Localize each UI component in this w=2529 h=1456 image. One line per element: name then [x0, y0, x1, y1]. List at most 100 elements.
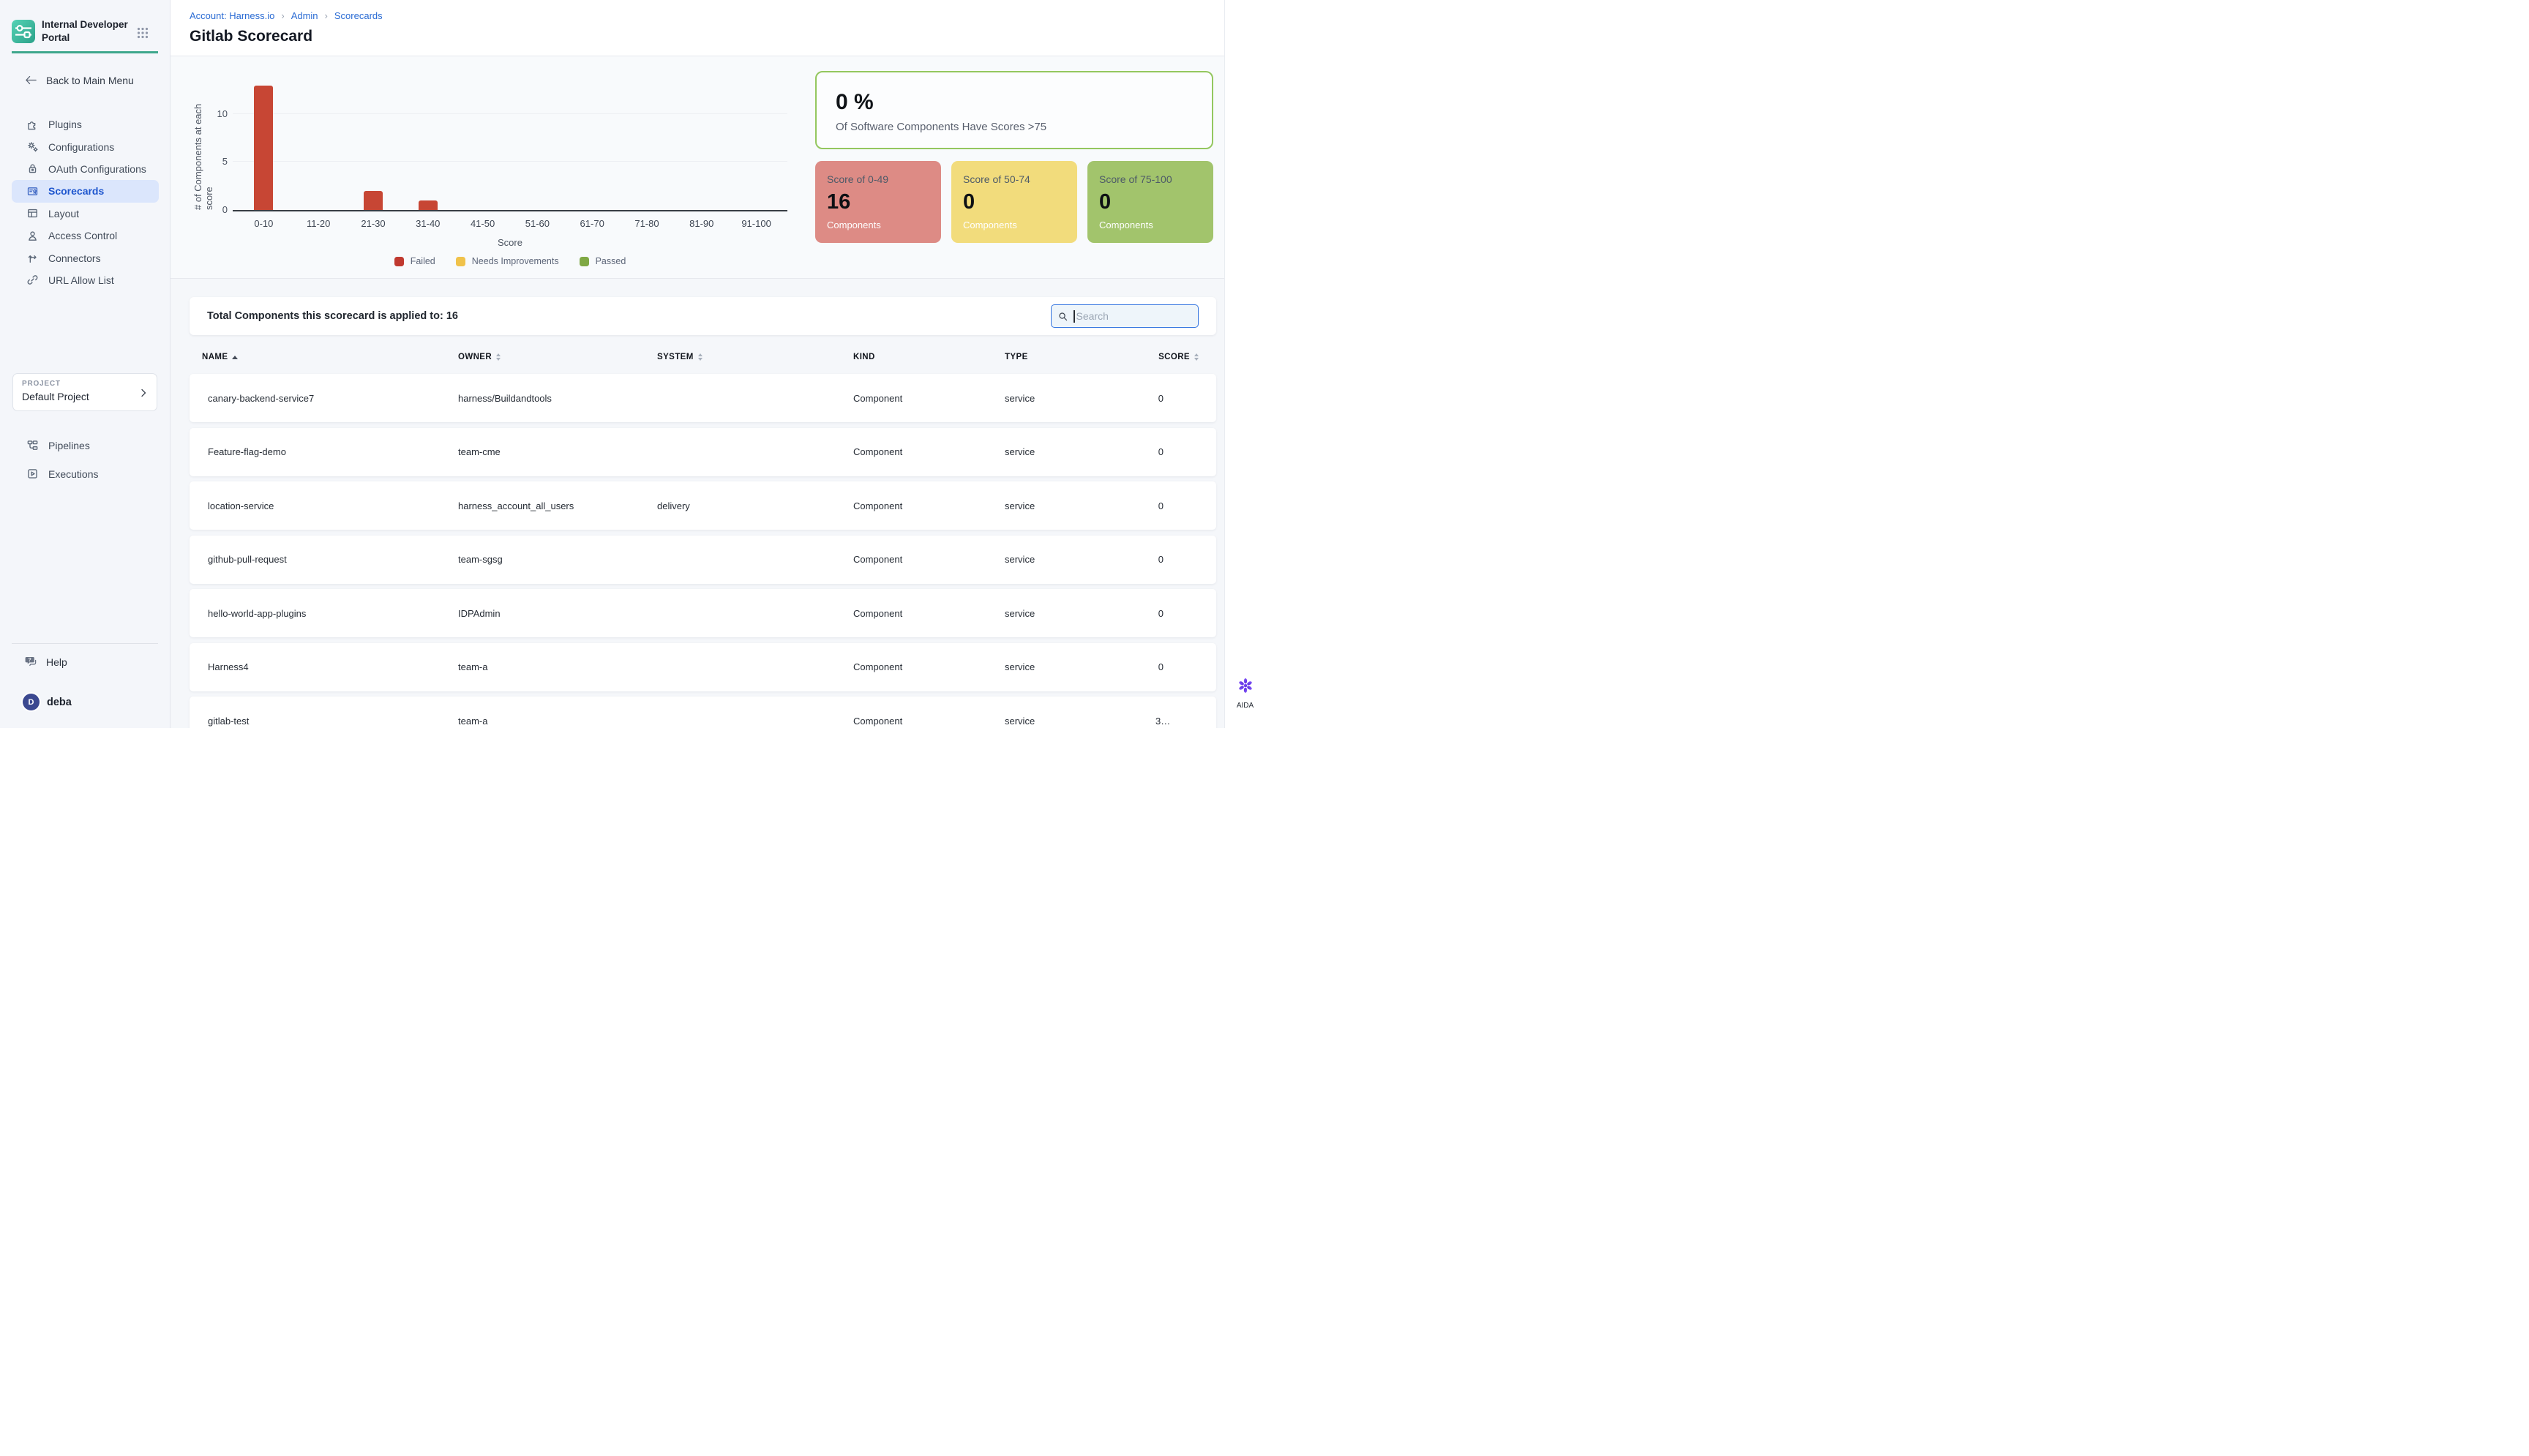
breadcrumb-link-account-harness-io[interactable]: Account: Harness.io [190, 10, 275, 21]
chart-x-tick-labels: 0-10 11-20 21-30 31-40 41-50 51-60 61-70 71-80 8… [236, 218, 784, 229]
legend-item-failed: Failed [394, 256, 435, 266]
cell-kind: Component [853, 446, 903, 457]
sidebar-item-configurations[interactable]: Configurations [12, 135, 159, 157]
chart-y-tick: 5 [222, 156, 228, 168]
breadcrumb-link-scorecards[interactable]: Scorecards [334, 10, 383, 21]
sidebar-item-connectors[interactable]: Connectors [12, 247, 159, 269]
sidebar-item-plugins[interactable]: Plugins [12, 113, 159, 135]
cell-score: 0 [1158, 500, 1164, 511]
breadcrumb: Account: Harness.io › Admin › Scorecards [190, 10, 383, 21]
table-row-gitlab-test[interactable]: gitlab-test team-a Component service 30 [190, 697, 1216, 728]
sidebar-item-label: Access Control [48, 230, 118, 242]
project-selector[interactable]: PROJECT Default Project [12, 373, 157, 411]
pass-percentage-card: 0 % Of Software Components Have Scores >… [815, 71, 1213, 149]
chart-x-tick: 41-50 [470, 218, 495, 229]
table-row-github-pull-request[interactable]: github-pull-request team-sgsg Component … [190, 535, 1216, 584]
sidebar-divider [12, 643, 158, 644]
cell-type: service [1005, 500, 1035, 511]
score-bucket-caption: Components [963, 219, 1017, 230]
right-gutter: AIDA [1224, 0, 1264, 728]
column-header-type[interactable]: TYPE [1005, 353, 1028, 361]
chart-x-axis-line [233, 210, 787, 211]
chart-bar-21-30 [364, 190, 383, 210]
chart-x-tick: 81-90 [689, 218, 714, 229]
sidebar-item-label: Scorecards [48, 185, 105, 198]
sidebar-item-label: Plugins [48, 119, 82, 131]
chart-y-ticks: 0 5 10 [203, 80, 228, 214]
cell-name: canary-backend-service7 [208, 392, 315, 404]
chart-legend: Failed Needs Improvements Passed [236, 256, 784, 266]
score-bucket-label: Score of 75-100 [1099, 173, 1172, 185]
breadcrumb-link-admin[interactable]: Admin [291, 10, 318, 21]
table-row-hello-world-app-plugins[interactable]: hello-world-app-plugins IDPAdmin Compone… [190, 589, 1216, 637]
lock-icon [26, 162, 39, 175]
cell-kind: Component [853, 661, 903, 672]
score-bucket-caption: Components [827, 219, 881, 230]
user-menu[interactable]: D deba [23, 694, 72, 710]
table-row-feature-flag-demo[interactable]: Feature-flag-demo team-cme Component ser… [190, 427, 1216, 476]
table-toolbar: Total Components this scorecard is appli… [190, 297, 1216, 335]
sidebar-item-label: OAuth Configurations [48, 162, 146, 175]
chart-y-tick: 0 [222, 204, 228, 215]
sidebar-item-executions[interactable]: Executions [12, 459, 159, 488]
column-header-name[interactable]: NAME [202, 353, 458, 361]
sidebar-item-layout[interactable]: Layout [12, 203, 159, 225]
brand-divider [12, 51, 158, 53]
sidebar-item-pipelines[interactable]: Pipelines [12, 431, 159, 459]
cell-name: Harness4 [208, 661, 249, 672]
aida-label: AIDA [1236, 702, 1254, 710]
column-header-system[interactable]: SYSTEM [657, 353, 853, 361]
chart-bar-31-40 [418, 200, 438, 210]
table-row-location-service[interactable]: location-service harness_account_all_use… [190, 481, 1216, 530]
sidebar-item-label: Executions [48, 468, 99, 480]
score-distribution-chart [233, 80, 787, 210]
cell-type: service [1005, 392, 1035, 404]
gears-icon [26, 140, 39, 153]
cell-owner: harness_account_all_users [458, 500, 574, 511]
cell-owner: team-cme [458, 446, 501, 457]
project-value: Default Project [22, 391, 89, 402]
cell-name: hello-world-app-plugins [208, 607, 307, 619]
column-header-score[interactable]: SCORE [1155, 353, 1199, 361]
chevron-right-icon [138, 387, 149, 399]
cell-owner: IDPAdmin [458, 607, 501, 619]
cell-score: 0 [1158, 607, 1164, 619]
apps-grid-icon[interactable] [136, 26, 149, 40]
legend-item-passed: Passed [579, 256, 626, 266]
sidebar-item-label: Connectors [48, 252, 101, 264]
svg-text:?: ? [29, 658, 31, 663]
search-box[interactable] [1051, 304, 1199, 328]
column-header-kind[interactable]: KIND [853, 353, 875, 361]
play-square-icon [26, 468, 39, 480]
column-header-owner[interactable]: OWNER [458, 353, 657, 361]
search-input[interactable] [1076, 310, 1192, 322]
table-row-canary-backend-service7[interactable]: canary-backend-service7 harness/Buildand… [190, 374, 1216, 422]
total-components-label: Total Components this scorecard is appli… [207, 310, 458, 322]
back-to-main-menu[interactable]: Back to Main Menu [24, 73, 134, 87]
legend-swatch-icon [579, 256, 589, 266]
sidebar-item-oauth-configurations[interactable]: OAuth Configurations [12, 158, 159, 180]
legend-item-needs-improvements: Needs Improvements [455, 256, 559, 266]
help-button[interactable]: ? Help [24, 655, 67, 669]
cell-score: 30 [1155, 715, 1166, 727]
legend-swatch-icon [455, 256, 465, 266]
cell-score: 0 [1158, 446, 1164, 457]
sidebar-item-url-allow-list[interactable]: URL Allow List [12, 269, 159, 291]
chart-x-tick: 0-10 [254, 218, 274, 229]
cell-type: service [1005, 607, 1035, 619]
score-bucket-card-2: Score of 75-100 0 Components [1087, 161, 1213, 243]
sidebar-item-access-control[interactable]: Access Control [12, 225, 159, 247]
legend-swatch-icon [394, 256, 404, 266]
cell-type: service [1005, 661, 1035, 672]
back-label: Back to Main Menu [46, 74, 134, 86]
user-name: deba [47, 696, 72, 708]
chart-gridline [233, 113, 787, 114]
sidebar-item-scorecards[interactable]: Scorecards [12, 180, 159, 203]
project-label: PROJECT [22, 380, 61, 388]
aida-button[interactable]: AIDA [1225, 676, 1265, 710]
back-arrow-icon [24, 73, 38, 87]
cell-score: 0 [1158, 554, 1164, 565]
cell-owner: team-a [458, 715, 488, 727]
table-row-harness4[interactable]: Harness4 team-a Component service 0 [190, 642, 1216, 691]
chart-x-tick: 71-80 [634, 218, 659, 229]
